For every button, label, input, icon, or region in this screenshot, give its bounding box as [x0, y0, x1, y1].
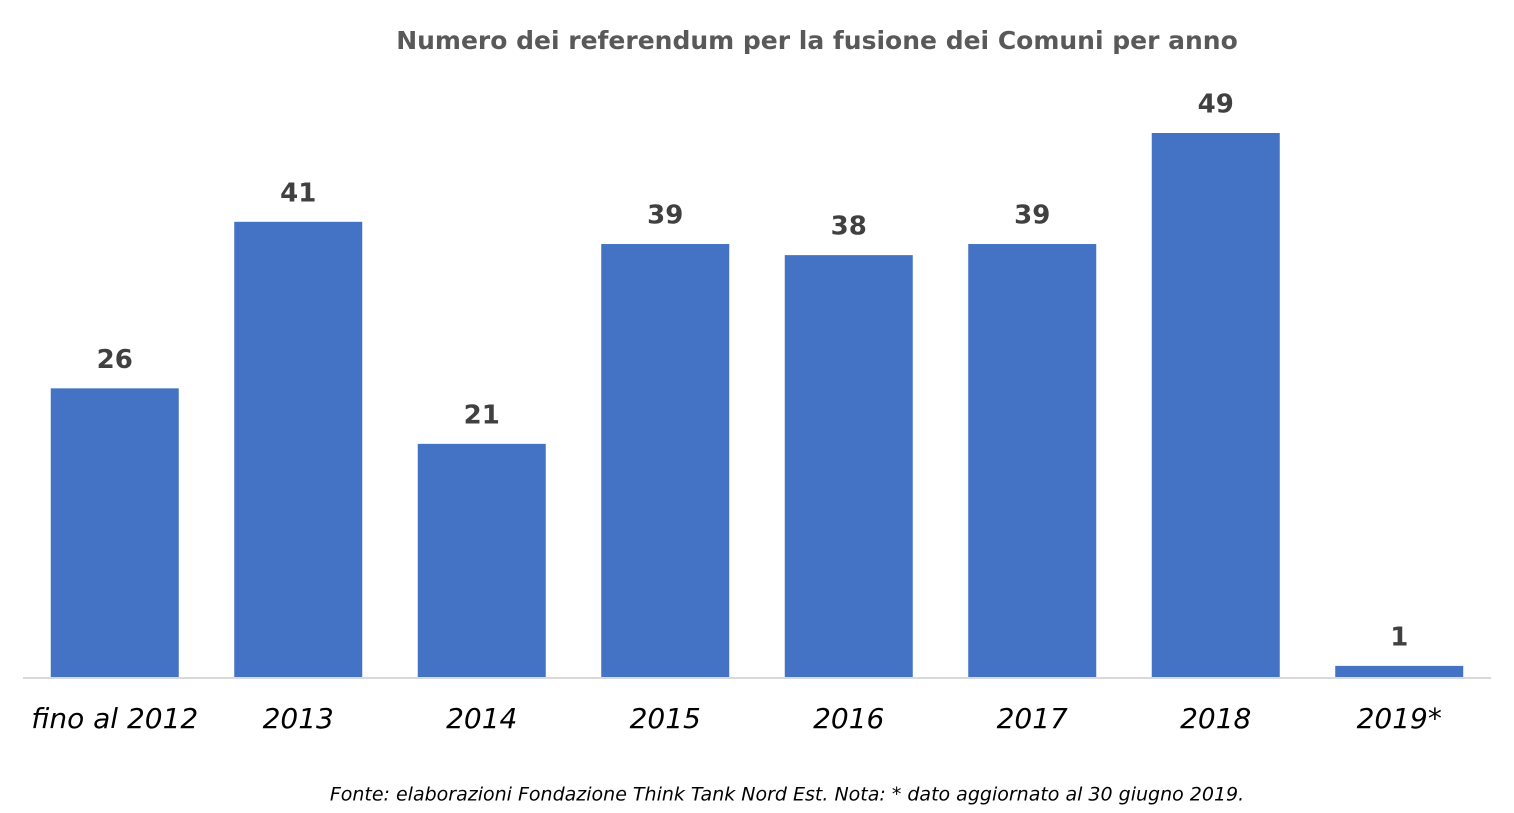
bar — [50, 388, 179, 677]
x-tick-label: 2015 — [630, 702, 701, 735]
bar — [234, 221, 363, 677]
value-label: 39 — [1014, 201, 1050, 231]
value-label: 39 — [647, 201, 683, 231]
footnote: Fonte: elaborazioni Fondazione Think Tan… — [330, 784, 1244, 806]
x-tick-label: 2016 — [813, 702, 884, 735]
bar — [1335, 665, 1464, 677]
value-label: 41 — [280, 178, 316, 208]
value-label: 1 — [1390, 622, 1408, 652]
value-label: 26 — [97, 345, 133, 375]
x-tick-label: 2014 — [446, 702, 517, 735]
x-tick-label: 2019* — [1357, 702, 1442, 735]
chart-title: Numero dei referendum per la fusione dei… — [396, 26, 1238, 55]
x-tick-label: fino al 2012 — [31, 702, 198, 735]
x-tick-label: 2017 — [997, 702, 1068, 735]
value-label: 49 — [1198, 90, 1234, 120]
bar — [784, 255, 913, 678]
value-label: 21 — [464, 400, 500, 430]
bar — [968, 244, 1097, 678]
value-label: 38 — [831, 212, 867, 242]
bar — [1151, 133, 1280, 677]
x-tick-label: 2018 — [1180, 702, 1251, 735]
bar — [417, 443, 546, 677]
x-tick-label: 2013 — [263, 702, 334, 735]
bar — [601, 244, 730, 678]
